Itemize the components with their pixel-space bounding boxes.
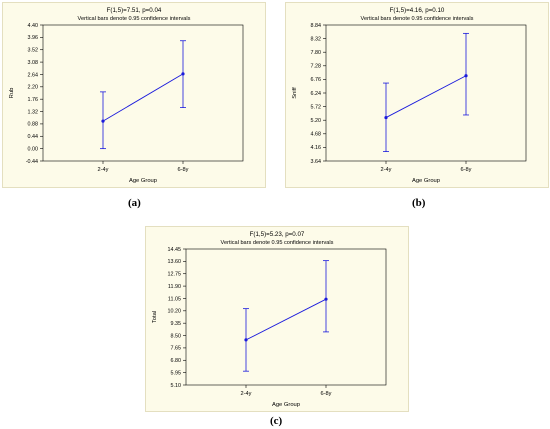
chart-panel-rub: F(1,5)=7.51, p=0.04 Vertical bars denote … [2,2,266,188]
y-tick-label: 3.64 [311,159,322,165]
y-tick-label: 12.75 [168,272,182,278]
series-line [102,73,184,122]
chart-panel-total: F(1,5)=5.23, p=0.07 Vertical bars denote … [145,226,409,412]
y-axis-label: Rub [9,88,15,99]
y-tick-label: 0.44 [28,134,39,140]
y-tick-label: 8.32 [311,36,322,42]
caption-c: (c) [270,415,283,427]
x-axis-label: Age Group [129,178,157,184]
y-tick-label: 14.45 [168,247,182,253]
data-point [384,115,388,120]
series-line [245,298,327,341]
y-tick-label: 6.76 [311,77,322,83]
chart-sniff-svg: F(1,5)=4.16, p=0.10 Vertical bars denote … [292,7,527,184]
plot-frame [42,24,244,162]
chart-total-svg: F(1,5)=5.23, p=0.07 Vertical bars denote … [152,231,387,408]
data-point [181,72,185,76]
y-tick-label: 13.60 [168,259,182,265]
y-tick-label: 1.32 [28,109,39,115]
x-axis-label: Age Group [272,402,300,408]
y-tick-label: 0.88 [28,122,39,128]
y-axis-label: Sniff [292,87,298,99]
series-line [385,75,467,118]
x-tick-label: 6-8y [321,391,332,397]
y-tick-label: 10.20 [168,309,182,315]
y-tick-label: 9.35 [171,321,182,327]
data-point [244,338,248,342]
y-tick-label: 11.05 [168,296,181,302]
y-tick-label: 3.52 [28,48,39,54]
x-axis-label: Age Group [412,178,440,184]
y-tick-label: 5.72 [311,104,322,110]
y-tick-label: 5.20 [311,118,322,124]
y-tick-label: 11.90 [168,284,181,290]
y-tick-label: 5.95 [171,370,182,376]
y-tick-label: 2.64 [28,72,39,78]
x-tick-label: 6-8y [178,167,189,173]
data-point [324,297,328,301]
y-tick-label: 7.65 [171,346,182,352]
y-tick-label: -0.44 [26,159,38,165]
y-tick-label: 4.40 [28,23,39,29]
chart-subtitle: Vertical bars denote 0.95 confidence int… [221,240,334,246]
chart-subtitle: Vertical bars denote 0.95 confidence int… [361,16,474,22]
x-tick-label: 2-4y [241,391,252,397]
chart-title: F(1,5)=5.23, p=0.07 [250,231,305,238]
caption-b: (b) [412,197,426,209]
y-tick-label: 3.08 [28,60,39,66]
y-tick-label: 5.10 [171,383,182,389]
chart-panel-sniff: F(1,5)=4.16, p=0.10 Vertical bars denote … [285,2,549,188]
y-tick-label: 4.16 [311,145,322,151]
y-tick-label: 2.20 [28,85,39,91]
chart-title: F(1,5)=4.16, p=0.10 [390,7,445,14]
plot-frame [185,248,387,386]
y-axis-label: Total [152,311,158,323]
chart-subtitle: Vertical bars denote 0.95 confidence int… [78,16,191,22]
y-tick-label: 0.00 [28,146,39,152]
y-tick-label: 7.80 [311,50,322,56]
x-tick-label: 2-4y [381,167,392,173]
y-tick-label: 6.24 [311,91,322,97]
y-tick-label: 4.68 [311,132,322,138]
y-tick-label: 3.96 [28,35,39,41]
y-tick-label: 7.28 [311,64,322,70]
data-point [101,119,105,123]
caption-a: (a) [128,197,141,209]
y-tick-label: 6.80 [171,358,182,364]
plot-frame [325,24,527,162]
y-tick-label: 8.84 [311,23,322,29]
x-tick-label: 6-8y [461,167,472,173]
chart-rub-svg: F(1,5)=7.51, p=0.04 Vertical bars denote … [9,7,244,184]
y-tick-label: 8.50 [171,333,182,339]
x-tick-label: 2-4y [98,167,109,173]
data-point [464,74,468,78]
chart-title: F(1,5)=7.51, p=0.04 [107,7,162,14]
y-tick-label: 1.76 [28,97,39,103]
